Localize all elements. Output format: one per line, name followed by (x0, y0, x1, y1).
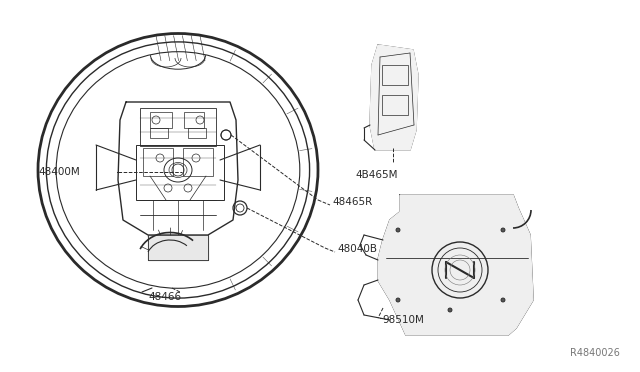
Circle shape (501, 298, 505, 302)
Bar (148, 235, 208, 260)
Bar (136, 145, 224, 200)
Bar (183, 148, 213, 176)
Circle shape (448, 308, 452, 312)
Text: 48465R: 48465R (332, 197, 372, 207)
Bar (150, 112, 172, 128)
Polygon shape (370, 45, 418, 150)
Bar (188, 128, 206, 138)
Text: 48466: 48466 (148, 292, 181, 302)
Bar (382, 65, 408, 85)
Bar (150, 128, 168, 138)
Polygon shape (378, 195, 533, 335)
Text: 98510M: 98510M (382, 315, 424, 325)
Text: 4B465M: 4B465M (355, 170, 397, 180)
Circle shape (501, 228, 505, 232)
Text: 48400M: 48400M (38, 167, 80, 177)
Bar (140, 108, 216, 146)
Bar (143, 148, 173, 176)
Text: 48040B: 48040B (337, 244, 377, 254)
Circle shape (396, 228, 400, 232)
Text: R4840026: R4840026 (570, 348, 620, 358)
Bar (184, 112, 204, 128)
Circle shape (396, 298, 400, 302)
Bar (382, 95, 408, 115)
